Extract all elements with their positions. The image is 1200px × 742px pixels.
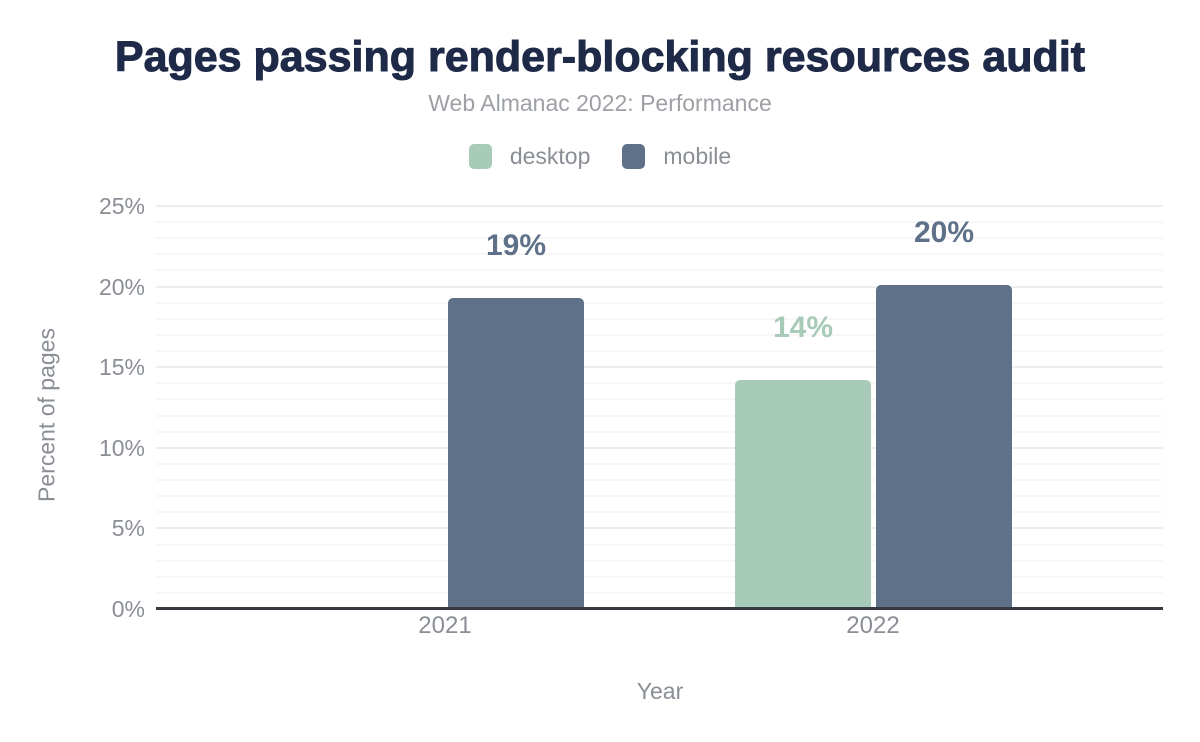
major-gridline xyxy=(156,366,1163,369)
minor-gridline xyxy=(156,317,1163,320)
legend-label: desktop xyxy=(509,143,591,169)
legend-item-desktop[interactable]: desktop xyxy=(468,143,591,170)
bar-2022-mobile[interactable] xyxy=(875,285,1012,609)
minor-gridline xyxy=(156,430,1163,433)
minor-gridline xyxy=(156,495,1163,498)
minor-gridline xyxy=(156,414,1163,417)
y-tick-label: 5% xyxy=(111,515,145,542)
bar-2021-mobile[interactable] xyxy=(448,297,584,609)
y-tick-label: 0% xyxy=(111,596,145,622)
legend-swatch-desktop xyxy=(468,144,492,169)
legend: desktop mobile xyxy=(0,143,1200,170)
minor-gridline xyxy=(156,511,1163,514)
minor-gridline xyxy=(156,350,1163,353)
minor-gridline xyxy=(156,382,1163,385)
legend-item-mobile[interactable]: mobile xyxy=(622,143,731,170)
minor-gridline xyxy=(156,479,1163,482)
minor-gridline xyxy=(156,301,1163,304)
minor-gridline xyxy=(156,543,1163,546)
minor-gridline xyxy=(156,333,1163,336)
minor-gridline xyxy=(156,237,1163,240)
minor-gridline xyxy=(156,591,1163,594)
minor-gridline xyxy=(156,559,1163,562)
chart-subtitle: Web Almanac 2022: Performance xyxy=(428,90,772,116)
y-tick-label: 15% xyxy=(98,354,145,381)
bar-value-label-2022-desktop: 14% xyxy=(772,311,833,345)
bar-2022-desktop[interactable] xyxy=(734,380,871,609)
y-tick-label: 20% xyxy=(98,273,145,300)
minor-gridline xyxy=(156,575,1163,578)
major-gridline xyxy=(156,527,1163,530)
minor-gridline xyxy=(156,253,1163,256)
major-gridline xyxy=(156,446,1163,449)
major-gridline xyxy=(156,205,1163,207)
x-axis-line xyxy=(156,607,1163,610)
x-axis-title: Year xyxy=(636,678,684,704)
minor-gridline xyxy=(156,398,1163,401)
major-gridline xyxy=(156,285,1163,288)
plot-area: 14% 19% 20% xyxy=(156,205,1163,610)
minor-gridline xyxy=(156,462,1163,465)
legend-swatch-mobile xyxy=(622,144,646,169)
bar-value-label-2022-mobile: 20% xyxy=(913,216,974,249)
y-tick-label: 25% xyxy=(98,193,145,219)
legend-label: mobile xyxy=(663,143,732,169)
chart-title: Pages passing render-blocking resources … xyxy=(114,33,1086,82)
minor-gridline xyxy=(156,221,1163,224)
y-tick-label: 10% xyxy=(98,434,145,461)
x-tick-label-2022: 2022 xyxy=(846,612,900,639)
minor-gridline xyxy=(156,269,1163,272)
x-tick-label-2021: 2021 xyxy=(418,612,472,639)
bar-value-label-2021-mobile: 19% xyxy=(485,228,547,262)
